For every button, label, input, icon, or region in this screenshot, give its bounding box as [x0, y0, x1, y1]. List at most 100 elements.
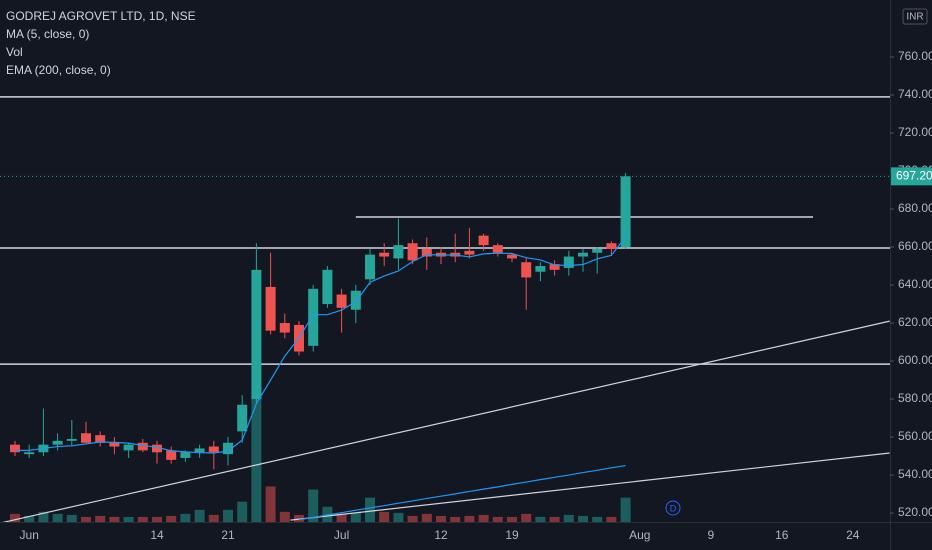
candle-body [81, 433, 91, 443]
volume-bar [606, 516, 617, 522]
volume-bar [237, 501, 248, 522]
candle-body [521, 262, 532, 278]
volume-bar [123, 516, 134, 522]
candle-body [563, 256, 574, 268]
volume-bar [421, 513, 432, 522]
candle-body [109, 442, 120, 447]
y-tick-label: 560.00 [898, 429, 932, 443]
candle-body [66, 438, 77, 441]
candle-body [180, 452, 191, 458]
volume-bar [294, 514, 304, 522]
volume-bar [223, 509, 233, 522]
volume-bar [549, 516, 560, 522]
x-tick-label: 9 [707, 528, 714, 542]
volume-bar [507, 516, 517, 522]
candle-body [606, 243, 617, 249]
candle-body [308, 288, 319, 346]
ema-line [298, 464, 626, 521]
candle-body [492, 245, 503, 253]
volume-bar [95, 515, 106, 522]
candle-body [379, 252, 390, 257]
y-tick-label: 600.00 [898, 353, 932, 367]
candle-body [350, 290, 361, 310]
x-tick-label: Aug [629, 528, 650, 542]
candle-body [251, 269, 262, 400]
dividend-label[interactable]: D [670, 503, 677, 513]
trend-line [2, 320, 890, 522]
volume-bar [407, 515, 418, 522]
x-tick-label: 14 [150, 528, 164, 542]
x-tick-label: Jul [334, 528, 349, 542]
y-tick-label: 620.00 [898, 315, 932, 329]
volume-bar [592, 516, 603, 522]
candle-body [123, 444, 134, 451]
y-tick-label: 680.00 [898, 201, 932, 215]
candle-body [322, 269, 333, 305]
candle-body [194, 448, 205, 453]
candle-body [208, 446, 219, 453]
candle-body [421, 248, 432, 257]
volume-bar [393, 512, 404, 522]
candle-body [237, 404, 248, 432]
volume-bar [109, 516, 120, 522]
volume-bar [38, 511, 49, 522]
volume-bar [535, 516, 546, 522]
volume-bar [265, 486, 276, 522]
x-tick-label: 19 [505, 528, 519, 542]
volume-bar [379, 511, 390, 522]
candle-body [265, 286, 276, 331]
volume-bar [81, 516, 91, 522]
volume-bar [336, 513, 347, 522]
last-price-tag [891, 167, 932, 186]
dividend-marker [665, 500, 681, 516]
volume-bar [563, 514, 574, 522]
indicator-label: EMA (200, close, 0) [6, 63, 111, 77]
trend-line [290, 452, 890, 521]
volume-bar [350, 512, 361, 522]
candle-body [592, 248, 603, 253]
candle-body [464, 250, 475, 255]
volume-bar [365, 497, 375, 522]
volume-bar [308, 489, 319, 522]
currency-label[interactable]: INR [906, 12, 923, 23]
volume-bar [578, 515, 588, 522]
candle-body [95, 435, 106, 443]
volume-bar [10, 513, 20, 522]
volume-bar [208, 514, 219, 522]
volume-bar [492, 516, 503, 522]
candle-body [152, 444, 162, 453]
volume-bar [52, 513, 63, 522]
volume-bar [194, 509, 205, 522]
candle-body [407, 243, 418, 261]
candle-body [24, 452, 35, 455]
volume-bar [251, 390, 262, 522]
candle-body [52, 440, 63, 445]
indicator-label: MA (5, close, 0) [6, 27, 89, 41]
candle-body [137, 442, 148, 451]
currency-box[interactable] [902, 8, 928, 25]
candle-body [507, 254, 517, 259]
last-price-label: 697.20 [896, 169, 932, 183]
y-tick-label: 540.00 [898, 467, 932, 481]
volume-bar [620, 497, 631, 522]
y-tick-label: 720.00 [898, 125, 932, 139]
candle-body [166, 450, 177, 460]
y-tick-label: 660.00 [898, 239, 932, 253]
candle-body [10, 444, 20, 453]
candle-body [365, 254, 375, 280]
x-tick-label: Jun [20, 528, 39, 542]
plot-area [0, 96, 890, 522]
candle-body [223, 442, 233, 455]
volume-bar [24, 515, 35, 522]
volume-bar [521, 513, 532, 522]
y-tick-label: 760.00 [898, 49, 932, 63]
x-tick-label: 16 [775, 528, 789, 542]
volume-bar [66, 514, 77, 522]
y-tick-label: 520.00 [898, 505, 932, 519]
y-tick-label: 640.00 [898, 277, 932, 291]
y-tick-label: 740.00 [898, 87, 932, 101]
candle-body [393, 245, 404, 259]
candle-body [478, 235, 489, 246]
